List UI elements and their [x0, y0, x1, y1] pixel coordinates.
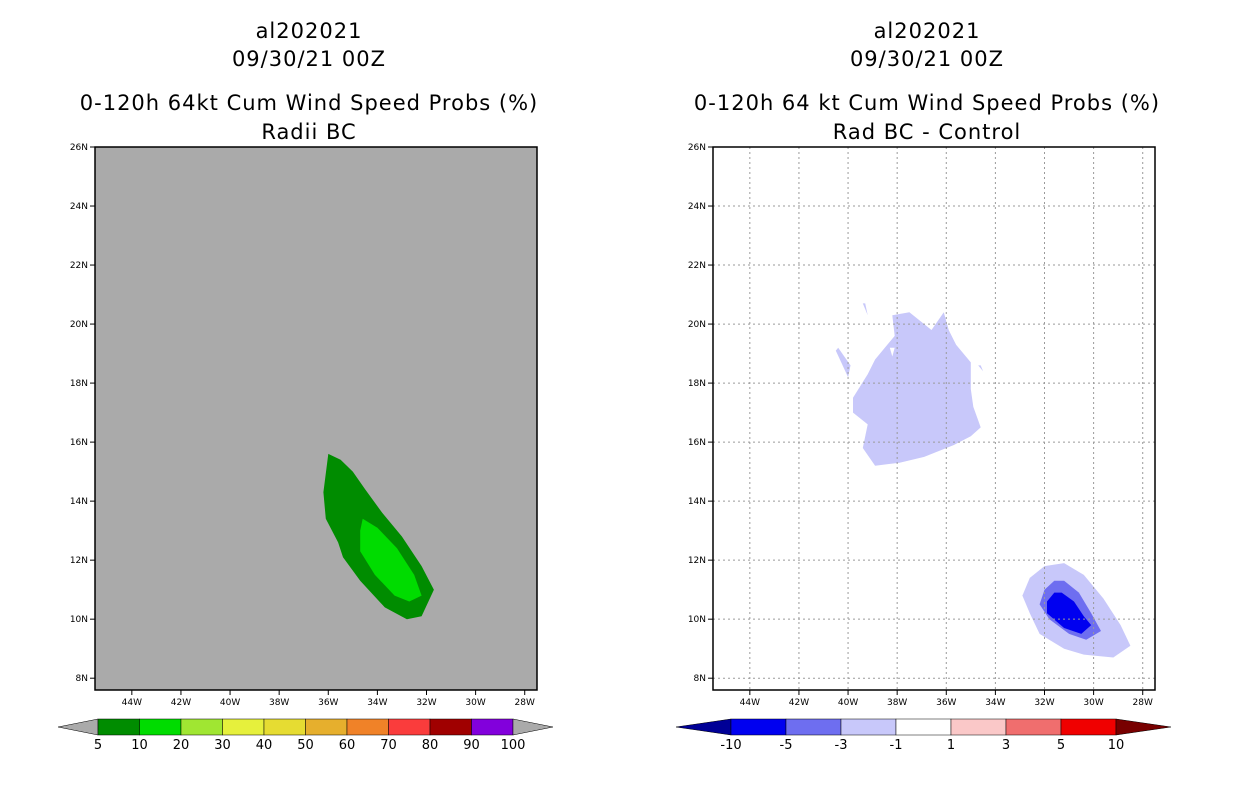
x-tick-label: 32W — [1034, 698, 1054, 708]
left-map-figure: 44W 42W 40W 38W 36W 34W 32W 30W 28W 8N 10N 12N 14N 16… — [57, 143, 554, 753]
y-tick-label: 24N — [688, 202, 706, 212]
y-tick-label: 18N — [70, 379, 88, 389]
colorbar-label: 5 — [1057, 738, 1065, 753]
y-tick-label: 14N — [70, 497, 88, 507]
y-tick-label: 22N — [70, 261, 88, 271]
x-tick-label: 32W — [416, 698, 436, 708]
x-tick-label: 44W — [122, 698, 142, 708]
colorbar-label: -5 — [780, 738, 793, 753]
colorbar-label: -1 — [890, 738, 903, 753]
y-tick-label: 16N — [688, 438, 706, 448]
y-tick-label: 8N — [694, 674, 706, 684]
colorbar-label: 70 — [380, 738, 397, 753]
x-tick-label: 42W — [789, 698, 809, 708]
left-chart-panel: al202021 09/30/21 00Z 0-120h 64kt Cum Wi… — [57, 19, 554, 753]
y-tick-label: 26N — [70, 143, 88, 153]
colorbar-swatch — [785, 718, 842, 736]
colorbar-swatch — [895, 718, 952, 736]
right-map-figure: 44W 42W 40W 38W 36W 34W 32W 30W 28W 8N 10N 12N 14N 16… — [675, 143, 1172, 753]
colorbar-swatch — [305, 718, 348, 736]
x-tick-label: 28W — [1133, 698, 1153, 708]
y-tick-label: 26N — [688, 143, 706, 153]
colorbar-swatch — [471, 718, 514, 736]
x-tick-label: 30W — [465, 698, 485, 708]
x-tick-label: 40W — [220, 698, 240, 708]
y-tick-label: 8N — [76, 674, 88, 684]
x-tick-label: 36W — [936, 698, 956, 708]
colorbar-swatch — [730, 718, 787, 736]
right-chart-panel: al202021 09/30/21 00Z 0-120h 64 kt Cum W… — [618, 0, 1236, 800]
colorbar-swatch — [263, 718, 306, 736]
x-tick-label: 34W — [367, 698, 387, 708]
chart-title-line3: 0-120h 64kt Cum Wind Speed Probs (%) — [79, 91, 539, 115]
y-tick-label: 12N — [688, 556, 706, 566]
colorbar-label: 20 — [173, 738, 190, 753]
chart-title-line3: 0-120h 64 kt Cum Wind Speed Probs (%) — [693, 91, 1161, 115]
colorbar-swatch — [222, 718, 265, 736]
y-tick-label: 18N — [688, 379, 706, 389]
colorbar-swatch — [429, 718, 472, 736]
colorbar-over-triangle — [512, 718, 554, 736]
colorbar-label: 60 — [339, 738, 356, 753]
x-tick-label: 34W — [985, 698, 1005, 708]
colorbar-swatch — [346, 718, 389, 736]
colorbar-swatch — [840, 718, 897, 736]
colorbar-label: 1 — [947, 738, 955, 753]
colorbar-label: 90 — [463, 738, 480, 753]
colorbar-label: -3 — [835, 738, 848, 753]
x-tick-label: 44W — [740, 698, 760, 708]
contour-fill — [835, 347, 851, 378]
chart-title-line1: al202021 — [255, 19, 363, 43]
x-tick-label: 40W — [838, 698, 858, 708]
plot-background — [95, 147, 537, 690]
y-tick-label: 14N — [688, 497, 706, 507]
colorbar-label: -10 — [720, 738, 741, 753]
colorbar-label: 100 — [501, 738, 526, 753]
chart-title-line2: 09/30/21 00Z — [849, 47, 1005, 71]
plot-frame — [94, 146, 538, 691]
y-tick-label: 22N — [688, 261, 706, 271]
y-tick-label: 20N — [70, 320, 88, 330]
colorbar-swatch — [139, 718, 182, 736]
chart-title-line2: 09/30/21 00Z — [231, 47, 387, 71]
colorbar-swatch — [1060, 718, 1117, 736]
x-tick-label: 38W — [269, 698, 289, 708]
colorbar-over-triangle — [1115, 718, 1172, 736]
colorbar-label: 40 — [256, 738, 273, 753]
colorbar-under-triangle — [57, 718, 99, 736]
x-tick-label: 30W — [1083, 698, 1103, 708]
contour-fill — [853, 312, 981, 466]
y-tick-label: 20N — [688, 320, 706, 330]
colorbar-label: 5 — [94, 738, 102, 753]
x-tick-label: 36W — [318, 698, 338, 708]
plot-frame — [712, 146, 1156, 691]
y-tick-label: 16N — [70, 438, 88, 448]
colorbar-swatch — [950, 718, 1007, 736]
y-tick-label: 10N — [688, 615, 706, 625]
colorbar-label: 80 — [422, 738, 439, 753]
x-tick-label: 42W — [171, 698, 191, 708]
colorbar-swatch — [180, 718, 223, 736]
colorbar-under-triangle — [675, 718, 732, 736]
colorbar-label: 10 — [131, 738, 148, 753]
chart-title-line4: Radii BC — [261, 120, 357, 144]
colorbar-swatch — [388, 718, 431, 736]
contour-fill — [1047, 592, 1092, 634]
chart-title-line1: al202021 — [873, 19, 981, 43]
chart-title-line4: Rad BC - Control — [832, 120, 1022, 144]
colorbar-label: 50 — [297, 738, 314, 753]
colorbar-label: 30 — [214, 738, 231, 753]
colorbar-swatch — [97, 718, 140, 736]
colorbar-swatch — [1005, 718, 1062, 736]
colorbar-label: 3 — [1002, 738, 1010, 753]
y-tick-label: 24N — [70, 202, 88, 212]
y-tick-label: 10N — [70, 615, 88, 625]
x-tick-label: 38W — [887, 698, 907, 708]
x-tick-label: 28W — [515, 698, 535, 708]
y-tick-label: 12N — [70, 556, 88, 566]
contour-fill — [360, 518, 422, 602]
contour-fill — [978, 365, 984, 372]
contour-fill — [889, 347, 895, 357]
colorbar-label: 10 — [1108, 738, 1125, 753]
